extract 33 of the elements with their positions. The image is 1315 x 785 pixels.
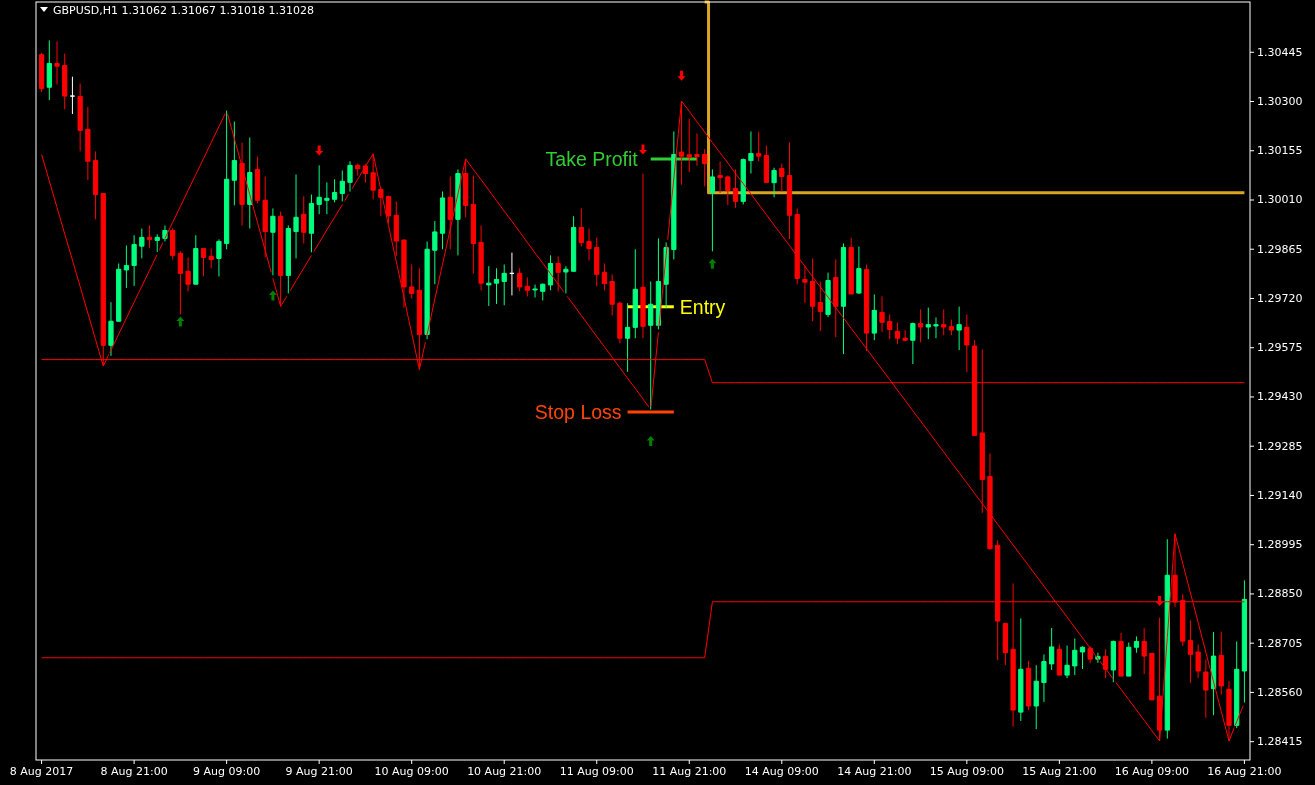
series-label: Take Profit: [545, 147, 639, 170]
y-tick-label: 1.30300: [1257, 95, 1303, 108]
x-tick-label: 11 Aug 21:00: [652, 765, 727, 778]
y-tick-label: 1.29720: [1257, 291, 1303, 305]
x-tick-label: 10 Aug 09:00: [374, 765, 449, 778]
y-tick-label: 1.30010: [1257, 193, 1303, 207]
y-tick-label: 1.29575: [1257, 341, 1303, 355]
y-tick-label: 1.28850: [1257, 587, 1303, 601]
y-tick-label: 1.28995: [1257, 538, 1303, 552]
x-tick-label: 15 Aug 09:00: [929, 765, 1004, 778]
x-tick-label: 9 Aug 21:00: [285, 765, 353, 778]
x-tick-label: 14 Aug 09:00: [744, 765, 819, 778]
x-tick-label: 8 Aug 21:00: [100, 765, 168, 778]
y-tick-label: 1.30445: [1257, 45, 1303, 59]
y-tick-label: 1.29140: [1257, 488, 1303, 502]
series-label: Stop Loss: [534, 400, 622, 423]
x-tick-label: 10 Aug 21:00: [467, 765, 542, 778]
x-tick-label: 9 Aug 09:00: [193, 765, 261, 778]
chart-title: GBPUSD,H1 1.31062 1.31067 1.31018 1.31028: [53, 4, 314, 17]
x-tick-label: 8 Aug 2017: [9, 765, 74, 778]
series-label: Entry: [679, 295, 726, 318]
y-tick-label: 1.29430: [1257, 390, 1303, 404]
y-tick-label: 1.28415: [1257, 735, 1303, 749]
x-tick-label: 11 Aug 09:00: [559, 765, 634, 778]
y-tick-label: 1.28560: [1257, 685, 1303, 699]
y-tick-label: 1.30155: [1257, 144, 1303, 158]
y-tick-label: 1.29865: [1257, 242, 1303, 256]
x-tick-label: 15 Aug 21:00: [1022, 765, 1097, 778]
x-tick-label: 14 Aug 21:00: [837, 765, 912, 778]
y-tick-label: 1.28705: [1257, 636, 1303, 650]
x-tick-label: 16 Aug 09:00: [1114, 765, 1189, 778]
x-tick-label: 16 Aug 21:00: [1207, 765, 1282, 778]
y-tick-label: 1.29285: [1257, 439, 1303, 453]
